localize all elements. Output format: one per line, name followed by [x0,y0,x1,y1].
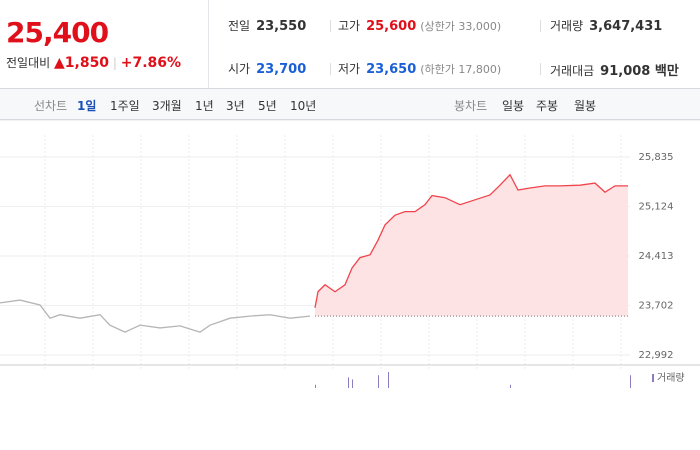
low: 저가 23,650 (하한가 17,800) [338,60,501,77]
volume-bar [315,384,316,388]
legend-swatch [652,374,654,382]
y-tick-label: 25,835 [639,152,674,163]
y-tick-label: 24,413 [639,251,674,262]
high: 고가 25,600 (상한가 33,000) [338,17,501,34]
volume-bar [352,379,353,388]
amount: 거래대금 91,008 백만 [550,60,679,79]
chart: 22,992 23,702 24,413 25,124 25,835 거래량 [0,120,700,388]
value: 23,550 [256,19,307,34]
upper-limit: (상한가 33,000) [420,20,502,33]
quote-header: 25,400 전일대비 ▲1,850 | +7.86% 전일 23,550 고가 2… [0,0,700,89]
label: 거래량 [550,19,584,33]
y-tick-label: 23,702 [639,301,674,312]
volume-bar [388,372,389,388]
current-price-box: 25,400 전일대비 ▲1,850 | +7.86% [0,0,209,88]
label: 전일 [228,19,251,33]
price-line [0,299,311,333]
label: 시가 [228,62,251,76]
tab-group-label: 봉차트 [454,99,488,113]
volume-bar [348,377,349,388]
y-tick-label: 25,124 [639,201,674,212]
change-row: 전일대비 ▲1,850 | +7.86% [6,55,182,71]
label: 고가 [338,19,361,33]
period-tab[interactable]: 5년 [258,99,277,113]
tab-group-label: 선차트 [34,99,68,113]
change-label: 전일대비 [6,56,51,70]
volume-bar [378,375,379,388]
volume-bar [510,384,511,388]
period-tab[interactable]: 1일 [77,99,97,113]
open: 시가 23,700 [228,60,306,77]
chart-tabs: 선차트 봉차트 1일 1주일 3개월 1년 3년 5년 10년 일봉 주봉 월봉 [0,89,700,120]
current-price: 25,400 [6,16,109,49]
period-tab[interactable]: 10년 [290,99,317,113]
price-line [314,173,628,308]
volume: 거래량 3,647,431 [550,17,662,34]
value: 3,647,431 [589,19,663,34]
legend-label: 거래량 [657,372,685,384]
y-tick-label: 22,992 [639,350,674,361]
label: 저가 [338,62,361,76]
label: 거래대금 [550,64,595,78]
volume-bar [630,375,631,388]
value: 23,650 [366,62,417,77]
period-tab[interactable]: 월봉 [574,99,597,113]
value: 25,600 [366,19,417,34]
period-tab[interactable]: 주봉 [536,99,559,113]
prev-close: 전일 23,550 [228,17,306,34]
area-fill [315,174,628,317]
period-tab[interactable]: 1주일 [110,99,140,113]
period-tab[interactable]: 일봉 [502,99,525,113]
period-tab[interactable]: 3년 [226,99,245,113]
period-tab[interactable]: 3개월 [152,99,182,113]
change-pct: +7.86% [120,55,182,71]
value: 91,008 백만 [600,64,679,79]
value: 23,700 [256,62,307,77]
change: ▲1,850 [54,55,110,71]
lower-limit: (하한가 17,800) [420,63,502,76]
period-tab[interactable]: 1년 [195,99,214,113]
